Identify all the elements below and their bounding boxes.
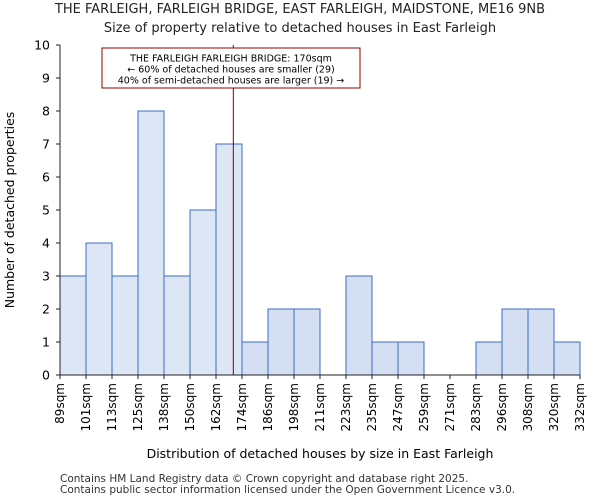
x-tick-label: 162sqm bbox=[209, 383, 223, 431]
x-tick-label: 138sqm bbox=[157, 383, 171, 431]
x-ticks-group: 89sqm 101sqm 113sqm 125sqm 138sqm 150sqm 162sq… bbox=[53, 375, 587, 431]
chart-svg: THE FARLEIGH FARLEIGH BRIDGE: 170sqm ← 6… bbox=[2, 38, 587, 462]
x-tick-label: 186sqm bbox=[261, 383, 275, 431]
x-tick-label: 271sqm bbox=[443, 383, 457, 431]
y-tick-label: 3 bbox=[42, 269, 50, 284]
y-tick-label: 1 bbox=[42, 335, 50, 350]
bar-283sqm bbox=[475, 341, 503, 376]
y-tick-label: 2 bbox=[42, 302, 50, 317]
y-tick-label: 10 bbox=[34, 38, 50, 53]
annotation-line-2: ← 60% of detached houses are smaller (29… bbox=[127, 65, 334, 76]
x-tick-label: 296sqm bbox=[495, 383, 509, 431]
x-axis-label: Distribution of detached houses by size … bbox=[147, 446, 494, 461]
y-ticks-group: 0 1 2 3 4 5 6 7 8 9 10 bbox=[34, 38, 60, 383]
x-tick-label: 259sqm bbox=[417, 383, 431, 431]
x-tick-label: 308sqm bbox=[521, 383, 535, 431]
bar-138sqm bbox=[163, 275, 191, 376]
annotation-line-1: THE FARLEIGH FARLEIGH BRIDGE: 170sqm bbox=[129, 54, 332, 65]
y-tick-label: 8 bbox=[42, 104, 50, 119]
y-tick-label: 7 bbox=[42, 137, 50, 152]
x-tick-label: 211sqm bbox=[313, 383, 327, 431]
y-tick-label: 9 bbox=[42, 71, 50, 86]
bar-89sqm bbox=[59, 275, 87, 376]
y-tick-label: 6 bbox=[42, 170, 50, 185]
x-tick-label: 332sqm bbox=[573, 383, 587, 431]
footer-line-2: Contains public sector information licen… bbox=[60, 484, 516, 496]
footer-line-1: Contains HM Land Registry data © Crown c… bbox=[60, 473, 469, 485]
bar-162sqm bbox=[215, 143, 243, 376]
bar-308sqm bbox=[527, 308, 555, 376]
x-tick-label: 235sqm bbox=[365, 383, 379, 431]
chart-subtitle: Size of property relative to detached ho… bbox=[103, 21, 497, 36]
x-tick-label: 89sqm bbox=[53, 383, 67, 424]
bar-296sqm bbox=[501, 308, 529, 376]
bar-320sqm bbox=[553, 341, 581, 376]
bar-198sqm bbox=[293, 308, 321, 376]
y-tick-label: 5 bbox=[42, 203, 50, 218]
x-tick-label: 223sqm bbox=[339, 383, 353, 431]
x-tick-label: 174sqm bbox=[235, 383, 249, 431]
y-tick-label: 4 bbox=[42, 236, 50, 251]
y-tick-label: 0 bbox=[42, 368, 50, 383]
x-tick-label: 150sqm bbox=[183, 383, 197, 431]
x-tick-label: 198sqm bbox=[287, 383, 301, 431]
bar-223sqm bbox=[345, 275, 373, 376]
y-axis-label: Number of detached properties bbox=[2, 112, 17, 309]
x-tick-label: 101sqm bbox=[79, 383, 93, 431]
x-tick-label: 283sqm bbox=[469, 383, 483, 431]
bar-150sqm bbox=[189, 209, 217, 376]
chart-title: THE FARLEIGH, FARLEIGH BRIDGE, EAST FARL… bbox=[54, 2, 546, 17]
bar-125sqm bbox=[137, 110, 165, 376]
annotation-line-3: 40% of semi-detached houses are larger (… bbox=[118, 76, 345, 87]
bar-235sqm bbox=[371, 341, 399, 376]
bar-174sqm bbox=[241, 341, 269, 376]
x-tick-label: 247sqm bbox=[391, 383, 405, 431]
x-tick-label: 125sqm bbox=[131, 383, 145, 431]
annotation-box: THE FARLEIGH FARLEIGH BRIDGE: 170sqm ← 6… bbox=[101, 47, 361, 89]
bar-186sqm bbox=[267, 308, 295, 376]
bar-101sqm bbox=[85, 242, 113, 376]
bars-group bbox=[59, 110, 581, 376]
x-tick-label: 320sqm bbox=[547, 383, 561, 431]
bar-247sqm bbox=[397, 341, 425, 376]
x-tick-label: 113sqm bbox=[105, 383, 119, 431]
bar-113sqm bbox=[111, 275, 139, 376]
